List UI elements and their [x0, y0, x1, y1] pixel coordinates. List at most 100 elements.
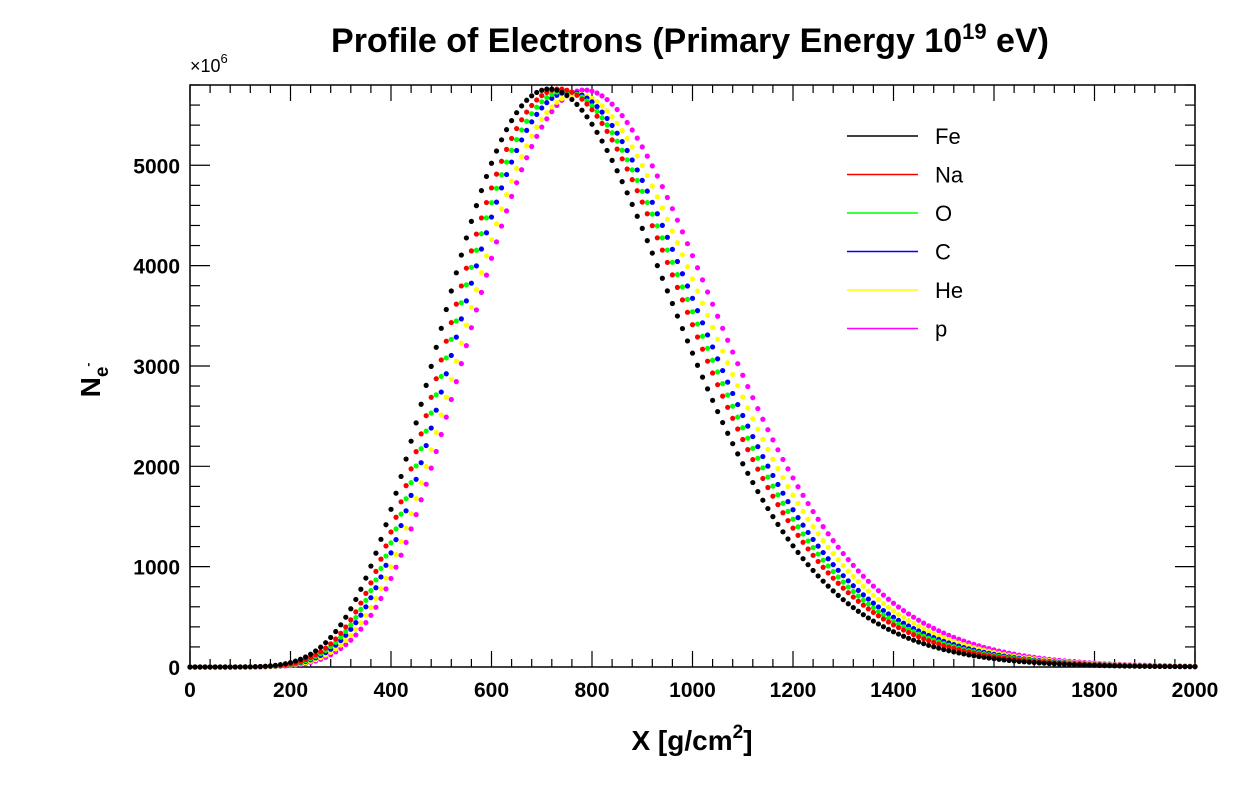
- data-point: [378, 574, 384, 580]
- data-point: [574, 92, 580, 98]
- data-point: [438, 357, 444, 363]
- data-point: [750, 479, 756, 486]
- data-point: [524, 127, 530, 133]
- data-point: [689, 322, 696, 328]
- data-point: [614, 138, 620, 144]
- data-point: [373, 550, 379, 556]
- data-point: [519, 167, 525, 173]
- data-point: [936, 645, 942, 651]
- data-point: [710, 370, 716, 376]
- data-point: [353, 620, 359, 626]
- data-point: [760, 475, 766, 482]
- data-point: [684, 283, 691, 289]
- data-point: [694, 288, 701, 294]
- data-point: [503, 159, 510, 165]
- data-point: [976, 653, 982, 660]
- data-point: [634, 153, 640, 159]
- data-point: [740, 436, 746, 443]
- data-point: [805, 500, 811, 507]
- data-point: [825, 563, 831, 569]
- data-point: [534, 104, 540, 110]
- x-tick-label: 200: [273, 679, 308, 702]
- data-point: [895, 604, 902, 610]
- data-point: [1091, 662, 1098, 668]
- data-point: [916, 617, 922, 623]
- data-point: [564, 87, 570, 93]
- data-point: [674, 240, 681, 246]
- data-point: [589, 121, 595, 127]
- data-point: [649, 250, 655, 256]
- data-point: [398, 539, 404, 545]
- data-point: [715, 313, 721, 319]
- data-point: [996, 656, 1002, 662]
- data-point: [699, 277, 706, 283]
- data-point: [664, 247, 670, 253]
- data-point: [418, 431, 424, 437]
- data-point: [514, 147, 520, 154]
- data-point: [725, 360, 731, 366]
- data-point: [750, 416, 756, 422]
- data-point: [503, 146, 510, 152]
- data-point: [443, 306, 449, 313]
- data-point: [805, 562, 811, 568]
- data-point: [1117, 663, 1123, 669]
- data-point: [609, 122, 615, 129]
- data-point: [408, 510, 414, 517]
- data-point: [770, 483, 776, 489]
- data-point: [895, 631, 902, 637]
- data-point: [619, 113, 625, 119]
- data-point: [649, 223, 655, 229]
- data-point: [368, 563, 374, 569]
- data-point: [418, 401, 424, 407]
- data-point: [413, 495, 419, 502]
- data-point: [393, 526, 399, 532]
- data-point: [946, 648, 952, 654]
- data-point: [313, 652, 319, 658]
- data-point: [589, 107, 595, 113]
- data-point: [529, 119, 535, 125]
- data-point: [468, 280, 474, 286]
- data-point: [292, 658, 299, 664]
- data-point: [780, 490, 786, 496]
- data-point: [373, 604, 379, 610]
- data-point: [865, 588, 871, 594]
- data-point: [921, 641, 927, 647]
- axis-ticks: [189, 84, 1196, 668]
- data-point: [483, 215, 490, 221]
- data-point: [870, 600, 877, 606]
- data-point: [900, 607, 907, 614]
- data-point: [388, 550, 394, 556]
- data-point: [534, 89, 540, 96]
- data-point: [835, 557, 841, 563]
- y-tick-label: 4000: [133, 256, 180, 279]
- data-point: [1106, 663, 1113, 669]
- data-point: [825, 583, 831, 589]
- data-point: [564, 92, 570, 98]
- data-point: [755, 444, 761, 450]
- data-point: [599, 115, 605, 121]
- data-point: [463, 265, 469, 271]
- data-point: [634, 177, 640, 184]
- data-point: [408, 480, 414, 486]
- y-multiplier-main: ×10: [190, 56, 221, 76]
- data-point: [257, 663, 263, 670]
- data-point: [544, 100, 550, 106]
- data-point: [795, 484, 801, 490]
- data-point: [790, 492, 796, 498]
- data-point: [624, 147, 630, 154]
- data-point: [865, 578, 871, 584]
- data-point: [735, 383, 741, 389]
- data-point: [498, 137, 505, 143]
- data-point: [343, 628, 349, 634]
- data-point: [765, 484, 771, 491]
- data-point: [393, 552, 399, 558]
- data-point: [483, 173, 490, 180]
- legend-label: C: [935, 240, 951, 265]
- data-point: [514, 110, 520, 116]
- data-point: [664, 288, 670, 294]
- data-point: [715, 382, 721, 388]
- data-point: [1177, 664, 1183, 670]
- data-point: [363, 597, 369, 604]
- data-point: [1046, 660, 1052, 667]
- data-point: [699, 320, 706, 326]
